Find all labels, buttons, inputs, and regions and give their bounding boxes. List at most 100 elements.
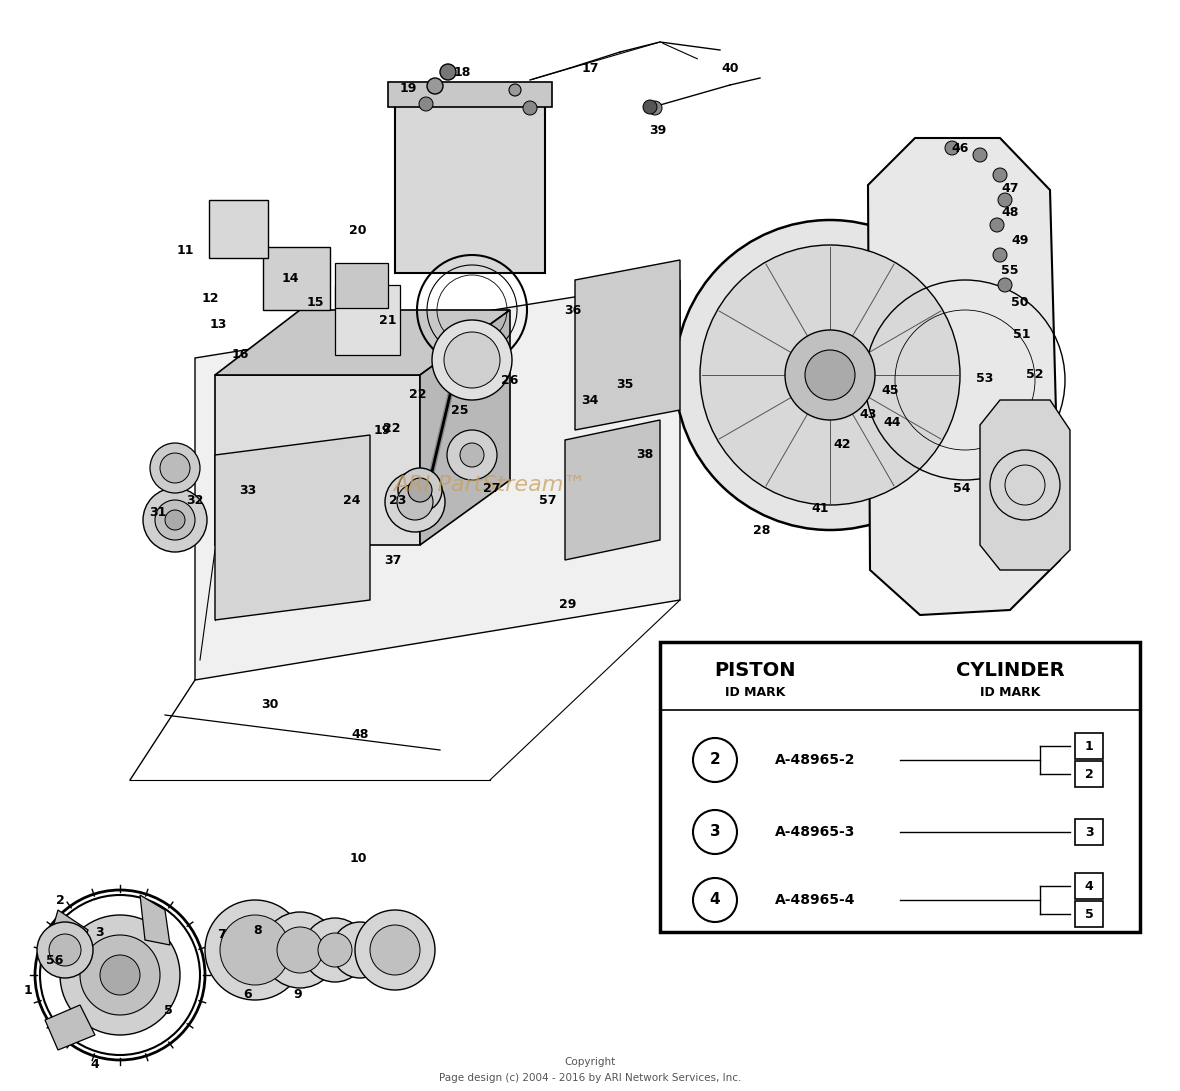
Text: 19: 19 [373,423,391,436]
Bar [1075,733,1103,759]
Text: PISTON: PISTON [714,660,795,680]
Circle shape [80,935,160,1015]
Text: 30: 30 [261,698,278,711]
Circle shape [427,77,442,94]
Text: 22: 22 [409,388,427,401]
Circle shape [447,430,497,480]
Text: 48: 48 [352,729,368,742]
Text: 18: 18 [453,65,471,79]
Text: 16: 16 [231,348,249,361]
Text: 3: 3 [1084,826,1094,839]
Circle shape [385,472,445,532]
Circle shape [50,934,81,966]
Text: 1: 1 [1084,740,1094,753]
Circle shape [994,168,1007,182]
Text: 46: 46 [951,142,969,155]
Text: 5: 5 [164,1004,172,1017]
Circle shape [219,915,290,985]
Text: Page design (c) 2004 - 2016 by ARI Network Services, Inc.: Page design (c) 2004 - 2016 by ARI Netwo… [439,1074,741,1083]
Text: 26: 26 [502,373,519,386]
Circle shape [37,922,93,978]
Bar [660,642,1140,932]
Circle shape [332,922,388,978]
Bar [1075,819,1103,846]
Text: 44: 44 [884,416,900,429]
Text: 2: 2 [1084,767,1094,780]
Text: 48: 48 [1002,205,1018,218]
Text: 19: 19 [399,82,417,95]
Circle shape [523,101,537,115]
Text: 25: 25 [451,404,468,417]
Text: 11: 11 [176,243,194,256]
Text: 47: 47 [1002,181,1018,194]
Polygon shape [209,200,268,257]
Circle shape [60,915,181,1035]
Polygon shape [565,420,660,560]
Text: 1: 1 [24,983,32,996]
Circle shape [277,927,323,973]
Circle shape [100,955,140,995]
Text: 55: 55 [1002,264,1018,276]
Text: ID MARK: ID MARK [725,685,785,698]
Text: 39: 39 [649,123,667,136]
Text: 4: 4 [709,892,720,908]
Text: 32: 32 [186,493,204,506]
Circle shape [460,443,484,467]
Circle shape [150,443,199,493]
Text: 28: 28 [753,524,771,537]
Text: A-48965-4: A-48965-4 [775,894,855,907]
Text: 29: 29 [559,599,577,611]
Text: 45: 45 [881,384,899,396]
Text: 37: 37 [385,553,401,566]
Text: 2: 2 [709,753,720,767]
Text: 38: 38 [636,448,654,461]
Text: 3: 3 [709,825,720,839]
Circle shape [998,278,1012,292]
Circle shape [998,193,1012,207]
Circle shape [155,500,195,540]
Polygon shape [420,310,510,546]
Bar [1075,873,1103,899]
Text: 12: 12 [202,291,218,304]
Polygon shape [195,280,680,680]
Polygon shape [215,375,420,546]
Circle shape [419,97,433,111]
Circle shape [143,488,206,552]
Circle shape [648,101,662,115]
Polygon shape [868,137,1060,615]
Circle shape [355,910,435,990]
Polygon shape [45,910,88,975]
Text: 9: 9 [294,987,302,1000]
Text: 7: 7 [217,927,227,940]
Polygon shape [335,263,388,308]
Text: 40: 40 [721,61,739,74]
Polygon shape [335,285,400,355]
Text: 22: 22 [384,421,401,434]
Circle shape [408,478,432,502]
Text: ID MARK: ID MARK [979,685,1041,698]
Text: 20: 20 [349,224,367,237]
Text: 41: 41 [812,502,828,515]
Text: 15: 15 [307,296,323,309]
Text: 21: 21 [379,313,396,326]
Circle shape [990,218,1004,232]
Polygon shape [981,400,1070,570]
Circle shape [643,100,657,113]
Text: 31: 31 [150,505,166,518]
Circle shape [509,84,522,96]
Text: 56: 56 [46,954,64,967]
Text: 8: 8 [254,923,262,936]
Circle shape [700,245,961,505]
Text: 49: 49 [1011,233,1029,247]
Polygon shape [215,310,510,375]
Text: 42: 42 [833,439,851,452]
Circle shape [371,925,420,975]
Text: 13: 13 [209,319,227,332]
Circle shape [398,468,442,512]
Text: 5: 5 [1084,908,1094,921]
Text: 36: 36 [564,303,582,316]
Text: 10: 10 [349,851,367,864]
Circle shape [974,148,986,161]
Polygon shape [140,895,170,945]
Text: 17: 17 [582,61,598,74]
